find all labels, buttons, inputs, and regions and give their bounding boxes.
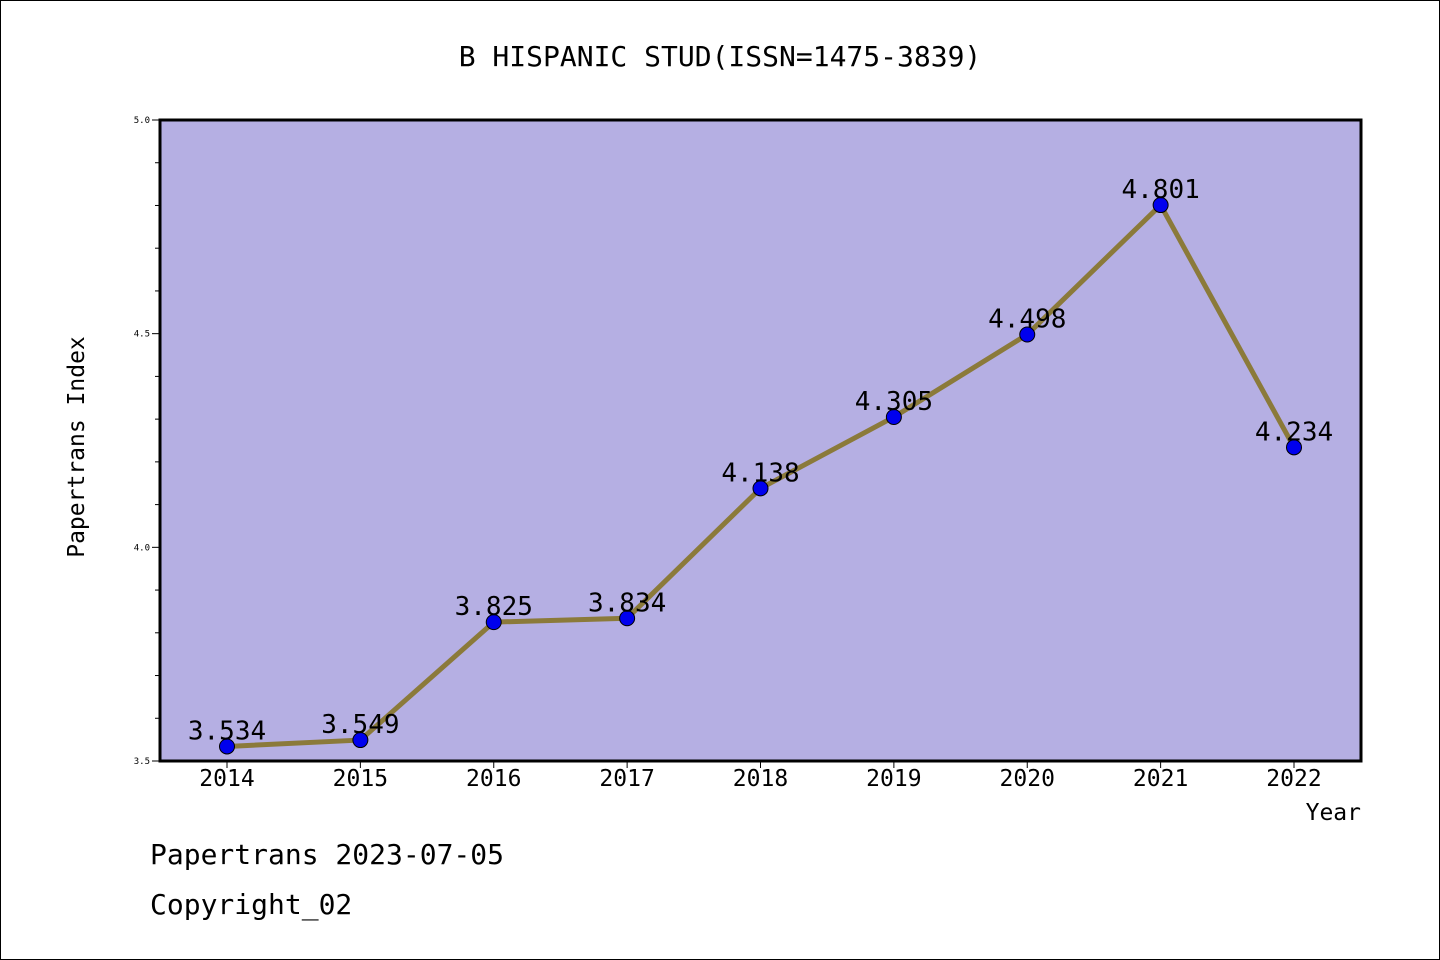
series-markers	[219, 197, 1302, 755]
data-point	[752, 480, 769, 497]
data-labels: 3.534 3.549 3.825 3.834 4.138 4.305 4.498 4.801…	[188, 175, 1333, 746]
x-axis-ticks: 2014 2015 2016 2017 2018 2019 2020 2021 2022	[199, 761, 1322, 792]
x-tick-label: 2018	[733, 766, 788, 792]
x-tick-label: 2020	[1000, 766, 1055, 792]
data-label: 4.498	[988, 305, 1066, 335]
x-tick-label: 2022	[1266, 766, 1321, 792]
data-point	[1019, 326, 1036, 343]
footer-date: Papertrans 2023-07-05	[150, 838, 504, 871]
y-axis-label: Papertrans Index	[64, 336, 90, 558]
data-label: 3.549	[321, 710, 399, 740]
data-point	[219, 738, 235, 755]
chart-title: B HISPANIC STUD(ISSN=1475-3839)	[459, 40, 982, 73]
data-label: 4.138	[721, 458, 799, 488]
data-point	[619, 610, 636, 627]
y-axis-ticks: 3.5 4.0 4.5 5.0	[134, 116, 160, 767]
data-label: 4.305	[855, 387, 933, 417]
data-label: 4.234	[1255, 417, 1333, 447]
y-tick-label: 4.5	[134, 330, 150, 340]
footer-copyright: Copyright_02	[150, 888, 352, 922]
x-tick-label: 2016	[466, 766, 521, 792]
x-tick-label: 2019	[866, 766, 921, 792]
x-tick-label: 2015	[333, 766, 388, 792]
plot-area	[158, 118, 1363, 763]
y-tick-label: 3.5	[134, 757, 150, 767]
data-point	[485, 614, 502, 631]
data-label: 3.834	[588, 588, 666, 618]
x-tick-label: 2017	[599, 766, 654, 792]
data-point	[352, 732, 369, 749]
data-label: 3.825	[455, 592, 533, 622]
y-minor-ticks	[155, 162, 160, 719]
data-label: 4.801	[1121, 175, 1199, 205]
data-point	[885, 408, 902, 425]
y-tick-label: 4.0	[134, 543, 150, 553]
data-label: 3.534	[188, 716, 266, 746]
data-point	[1286, 439, 1302, 456]
x-axis-label: Year	[1306, 800, 1361, 826]
y-tick-label: 5.0	[134, 116, 150, 126]
data-point	[1152, 197, 1169, 214]
x-tick-label: 2014	[199, 766, 254, 792]
x-tick-label: 2021	[1133, 766, 1188, 792]
